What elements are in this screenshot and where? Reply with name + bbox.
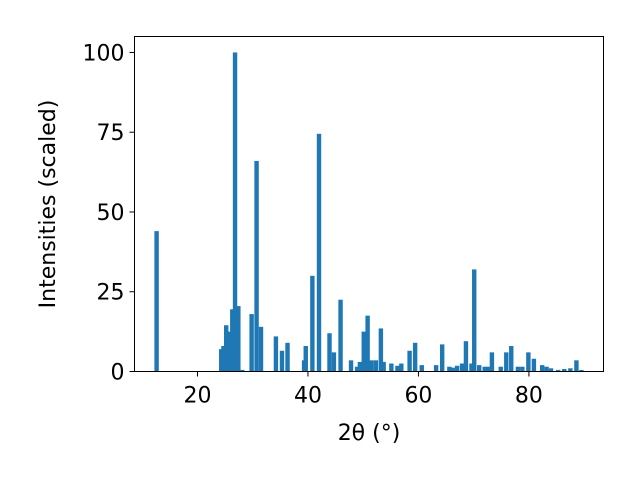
bar — [154, 231, 159, 372]
bar — [407, 350, 412, 372]
bar — [472, 269, 477, 372]
bar — [412, 342, 418, 372]
bar — [285, 342, 290, 372]
bar — [450, 367, 455, 372]
bar — [310, 275, 315, 372]
bar-series — [154, 52, 584, 372]
bar — [279, 350, 285, 372]
bar — [303, 345, 308, 372]
bar — [254, 160, 259, 372]
bar — [240, 369, 245, 372]
y-tick-label: 25 — [97, 281, 125, 306]
bar — [485, 366, 491, 372]
bar — [454, 365, 460, 372]
y-axis: 0 25 50 75 100 — [83, 41, 135, 386]
bar — [482, 366, 487, 372]
bar — [224, 325, 229, 372]
x-tick-label: 80 — [515, 384, 543, 409]
bar — [389, 363, 394, 372]
bar — [477, 365, 482, 372]
bar — [327, 333, 332, 372]
bar — [459, 363, 465, 372]
bar — [369, 360, 374, 372]
plot-frame — [134, 36, 604, 372]
bar — [544, 366, 549, 372]
y-tick-label: 100 — [83, 41, 125, 66]
x-tick-label: 60 — [404, 384, 432, 409]
x-axis: 20 40 60 80 — [183, 371, 543, 409]
x-tick-label: 20 — [183, 384, 211, 409]
bar — [399, 363, 404, 372]
bar — [230, 309, 235, 372]
bar — [439, 344, 445, 372]
bar — [498, 366, 503, 372]
bar — [373, 360, 379, 372]
bar — [531, 358, 537, 372]
bar — [447, 366, 452, 372]
bar — [236, 306, 241, 372]
bar — [348, 360, 354, 372]
bar — [574, 360, 579, 372]
bar — [539, 365, 545, 372]
y-tick-label: 50 — [97, 201, 125, 226]
bar — [463, 341, 469, 372]
bar — [258, 326, 264, 372]
bar — [232, 52, 238, 372]
bar — [562, 368, 567, 372]
y-tick-label: 0 — [111, 361, 125, 386]
y-tick-label: 75 — [97, 121, 125, 146]
y-axis-label: Intensities (scaled) — [36, 100, 61, 309]
bar — [548, 368, 554, 372]
bar — [515, 366, 521, 372]
bar — [556, 369, 561, 372]
bar — [219, 349, 224, 372]
bar — [469, 363, 474, 372]
bar — [354, 366, 360, 372]
bar — [381, 361, 386, 372]
bar — [395, 365, 400, 372]
bar — [357, 361, 363, 372]
bar — [221, 345, 226, 372]
bar — [568, 368, 573, 372]
bar — [273, 336, 279, 372]
bar — [433, 365, 439, 372]
bar — [520, 366, 525, 372]
bar — [504, 352, 509, 372]
bar — [579, 369, 584, 372]
bar — [361, 331, 366, 372]
x-axis-label: 2θ (°) — [338, 421, 401, 446]
bar — [338, 299, 343, 372]
bar — [526, 352, 531, 372]
bar — [509, 345, 514, 372]
x-tick-label: 40 — [294, 384, 322, 409]
bar — [331, 352, 337, 372]
bar — [249, 314, 254, 372]
bar — [226, 331, 231, 372]
bar — [489, 352, 495, 372]
bar — [316, 133, 322, 372]
bar — [365, 315, 370, 372]
bar — [378, 328, 384, 372]
bar — [419, 365, 424, 372]
